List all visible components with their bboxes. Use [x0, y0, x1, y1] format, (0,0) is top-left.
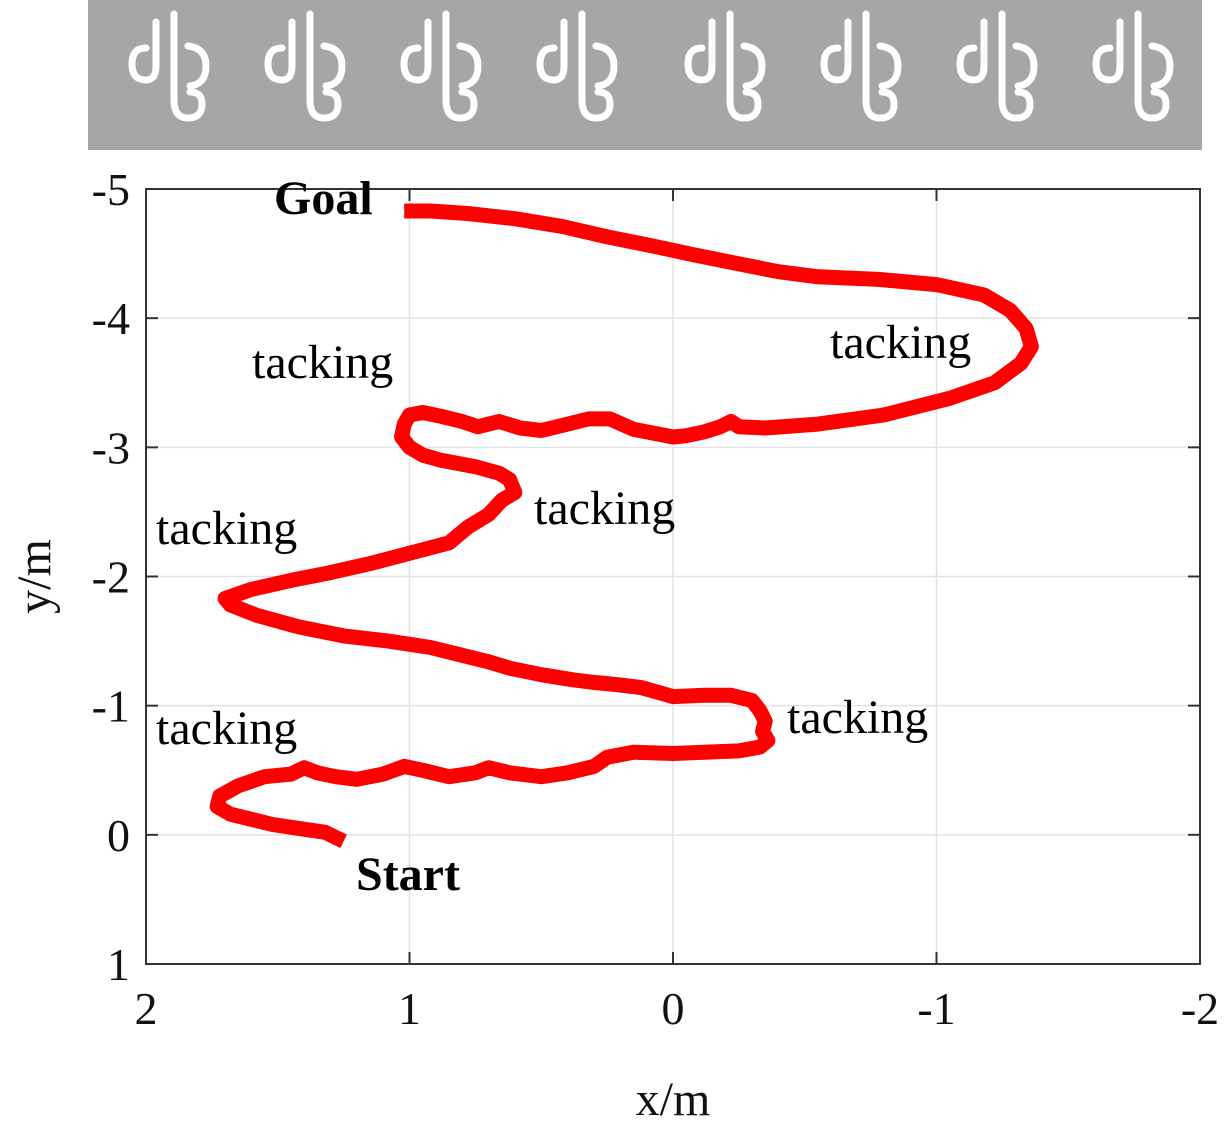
wind-fan-icon [956, 10, 1038, 122]
y-tick-label: -2 [92, 552, 130, 603]
y-axis-label: y/m [8, 539, 61, 614]
wind-fan-icon [536, 10, 618, 122]
y-tick-label: 1 [107, 939, 130, 990]
ticks: 2 1 0 -1 -2-5-4-3-2-101 [92, 164, 1219, 1034]
start-label: Start [356, 848, 460, 901]
tacking-label: tacking [252, 336, 393, 389]
x-tick-label: -1 [917, 983, 955, 1034]
y-tick-label: -5 [92, 164, 130, 215]
tacking-label: tacking [534, 482, 675, 535]
tacking-label: tacking [787, 691, 928, 744]
wind-fan-icon [264, 10, 346, 122]
wind-fan-icon [1092, 10, 1174, 122]
y-tick-label: 0 [107, 810, 130, 861]
x-axis-label: x/m [636, 1073, 711, 1125]
x-tick-label: 0 [662, 983, 685, 1034]
y-tick-label: -4 [92, 293, 130, 344]
x-tick-label: 2 [135, 983, 158, 1034]
fan-strip [88, 0, 1202, 150]
goal-label: Goal [274, 172, 373, 225]
series-layer [209, 203, 1039, 849]
wind-fan-icon [128, 10, 210, 122]
trajectory-line [209, 203, 1039, 849]
wind-fan-icon [820, 10, 902, 122]
x-tick-label: 1 [398, 983, 421, 1034]
wind-fan-icon [684, 10, 766, 122]
tacking-label: tacking [830, 316, 971, 369]
annotations: Goal tacking tacking tacking tacking tacking t… [156, 172, 971, 901]
tacking-label: tacking [156, 502, 297, 555]
x-tick-label: -2 [1181, 983, 1219, 1034]
y-tick-label: -1 [92, 681, 130, 732]
y-tick-label: -3 [92, 422, 130, 473]
tacking-label: tacking [156, 702, 297, 755]
wind-fan-icon [400, 10, 482, 122]
